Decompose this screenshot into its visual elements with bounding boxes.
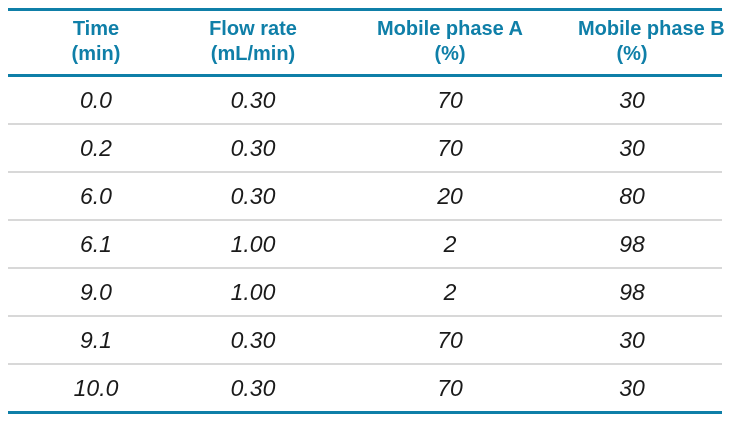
cell-flow-rate: 0.30 <box>184 123 322 172</box>
column-header-mobile-phase-b: Mobile phase B (%) <box>578 9 725 77</box>
cell-time: 10.0 <box>8 363 184 413</box>
cell-flow-rate: 0.30 <box>230 86 276 113</box>
column-header-mobile-phase-a: Mobile phase A (%) <box>322 9 578 77</box>
cell-time: 6.0 <box>8 171 184 220</box>
column-header-label: Mobile phase B <box>578 18 725 40</box>
column-header-unit: (%) <box>434 43 466 65</box>
table-row: 6.1 1.00 2 98 <box>8 219 722 268</box>
column-header-label: Flow rate <box>209 18 297 40</box>
cell-flow-rate: 0.30 <box>184 315 322 364</box>
cell-flow-rate: 0.30 <box>184 363 322 413</box>
cell-mobile-phase-b: 80 <box>578 171 722 220</box>
cell-time: 9.0 <box>8 267 184 316</box>
cell-mobile-phase-b: 98 <box>578 219 722 268</box>
cell-mobile-phase-a: 70 <box>437 86 463 113</box>
cell-mobile-phase-b: 30 <box>578 315 722 364</box>
cell-time: 0.2 <box>8 123 184 172</box>
cell-flow-rate: 1.00 <box>184 219 322 268</box>
cell-time: 6.1 <box>8 219 184 268</box>
cell-flow-rate: 0.30 <box>184 171 322 220</box>
column-header-time: Time (min) <box>8 9 184 77</box>
cell-mobile-phase-b: 30 <box>578 363 722 413</box>
column-header-unit: (mL/min) <box>210 43 296 65</box>
cell-mobile-phase-a: 20 <box>322 171 578 220</box>
cell-mobile-phase-a: 70 <box>322 315 578 364</box>
gradient-method-table: Time (min) Flow rate (mL/min) Mobile pha… <box>8 8 725 414</box>
column-header-flow-rate: Flow rate (mL/min) <box>184 9 322 77</box>
cell-mobile-phase-a: 70 <box>322 123 578 172</box>
table-row: 6.0 0.30 20 80 <box>8 171 722 220</box>
header-row: Time (min) Flow rate (mL/min) Mobile pha… <box>8 9 725 77</box>
table-row: 10.0 0.30 70 30 <box>8 363 722 413</box>
column-header-label: Time <box>72 18 120 40</box>
table-row: 9.0 1.00 2 98 <box>8 267 722 316</box>
cell-flow-rate: 1.00 <box>184 267 322 316</box>
cell-mobile-phase-b: 30 <box>619 86 645 113</box>
cell-mobile-phase-a: 70 <box>322 363 578 413</box>
column-header-unit: (min) <box>71 43 121 65</box>
cell-mobile-phase-b: 30 <box>578 123 722 172</box>
column-header-unit: (%) <box>616 43 648 65</box>
cell-mobile-phase-b: 98 <box>578 267 722 316</box>
column-header-label: Mobile phase A <box>377 18 523 40</box>
table-row: 0.2 0.30 70 30 <box>8 123 722 172</box>
cell-mobile-phase-a: 2 <box>322 267 578 316</box>
cell-mobile-phase-a: 2 <box>322 219 578 268</box>
cell-time: 0.0 <box>80 86 112 113</box>
cell-time: 9.1 <box>8 315 184 364</box>
table-row: 9.1 0.30 70 30 <box>8 315 722 364</box>
table-row: 0.0 0.30 70 30 <box>8 76 722 125</box>
